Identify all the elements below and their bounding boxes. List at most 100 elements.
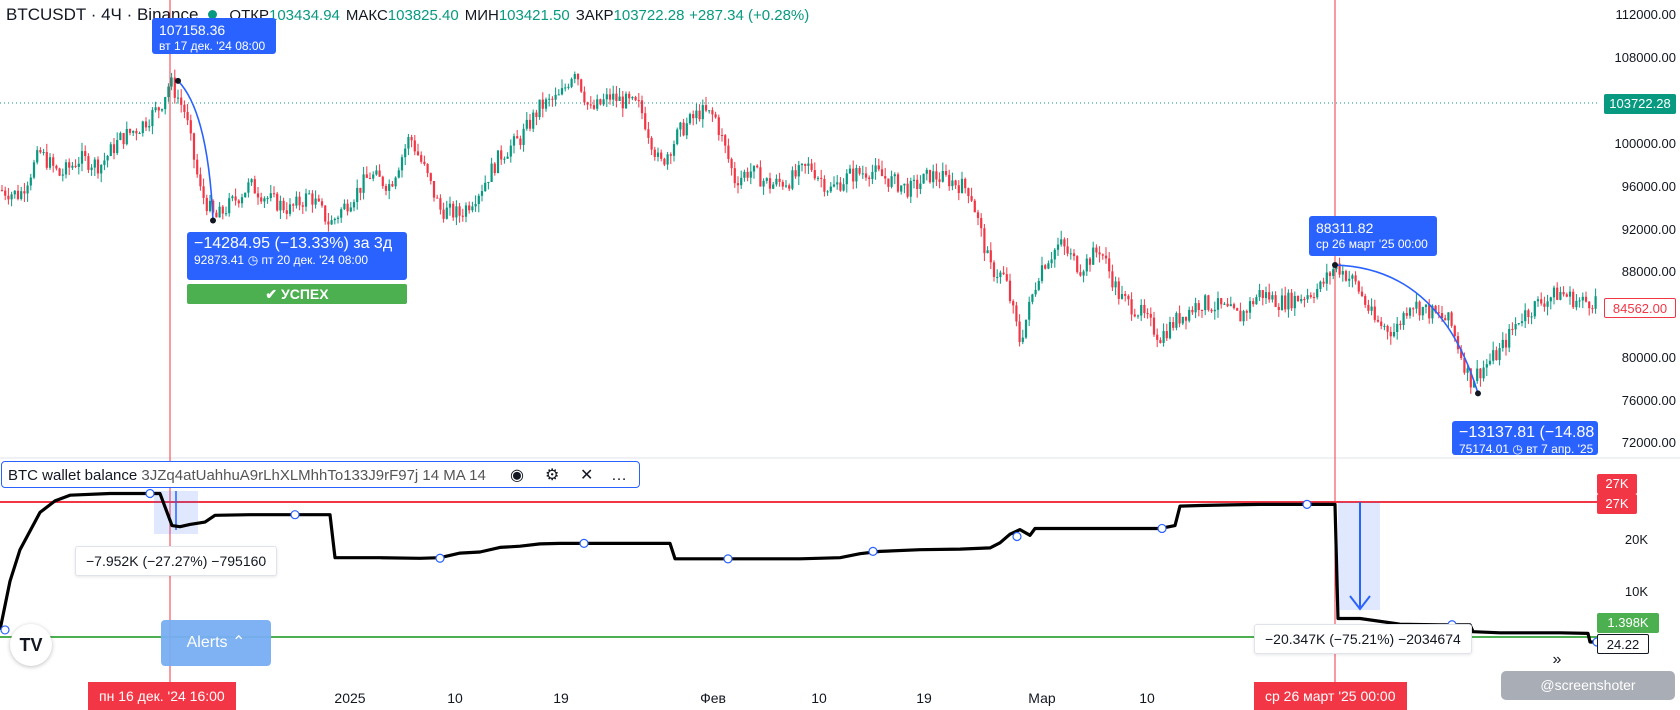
candle-body [640,100,644,114]
candle-body [759,167,762,187]
candle-body [1255,297,1258,305]
gear-icon[interactable]: ⚙ [545,467,560,484]
indicator-legend[interactable]: BTC wallet balance 3JZq4atUahhuA9rLhXLMh… [1,461,640,488]
candle-body [416,151,420,156]
measure2-top-price: 88311.82 [1316,220,1374,236]
candle-body [1376,319,1380,322]
candle-body [576,73,580,80]
candle-body [944,170,948,175]
candle-body [432,180,436,198]
balance-tag-top2: 27K [1597,494,1637,514]
candle-body [448,203,452,208]
candle-body [55,165,58,169]
candle-body [1386,325,1389,332]
candle-body [925,169,928,174]
candle-body [976,212,980,219]
candle-body [516,136,519,139]
price-tick: 112000.00 [1615,7,1677,22]
eye-icon[interactable]: ◉ [510,467,524,484]
candle-body [119,133,122,140]
candle-body [1280,295,1284,310]
candle-body [772,184,775,189]
candle-body [580,79,583,92]
candle-body [736,183,740,186]
candle-body [762,180,765,187]
candle-body [381,176,384,186]
high-label: МАКС [345,7,388,24]
candle-body [247,182,250,193]
symbol-title[interactable]: BTCUSDT · 4Ч · Binance [6,5,199,24]
candle-body [455,206,458,218]
candle-body [727,145,730,160]
candle-body [1584,296,1588,302]
indicator-title[interactable]: BTC wallet balance [8,467,138,484]
candle-body [522,128,525,145]
high-value: 103825.40 [387,7,459,24]
candle-body [893,174,896,177]
balance-marker [1302,499,1312,509]
balance-tag-last: 24.22 [1597,634,1649,654]
candle-body [647,129,650,138]
more-icon[interactable]: … [611,467,627,484]
candle-body [826,191,829,193]
close-icon[interactable]: ✕ [580,467,594,484]
candle-body [80,151,84,164]
candle-body [452,203,455,218]
candle-body [148,126,151,128]
alerts-button[interactable]: Alerts ⌃ [161,620,271,666]
watermark: @screenshoter [1501,671,1675,700]
date-tick: 10 [811,690,827,706]
candle-body [1559,292,1562,300]
balance-tag-top1: 27K [1597,474,1637,494]
candle-body [173,77,176,98]
candle-body [877,165,880,170]
date-tick: 19 [553,690,569,706]
candle-body [13,190,16,195]
candle-body [1050,259,1053,264]
candle-body [1380,321,1383,326]
candle-body [1143,304,1146,314]
candle-body [1008,280,1012,302]
measure1-result: −14284.95 (−13.33%) за 3д [194,235,393,252]
candle-body [1424,304,1428,308]
candle-body [858,167,861,174]
price-tick: 108000.00 [1614,50,1676,65]
candle-body [68,162,71,168]
candle-body [1242,311,1245,322]
balance-marker [0,625,10,635]
scroll-forward-icon[interactable]: » [1540,646,1574,674]
balance-measure2-arrowhead [1349,595,1371,611]
candle-body [1392,332,1396,337]
candle-body [1156,334,1159,340]
candle-body [4,190,7,196]
candle-body [1437,312,1440,314]
candle-body [1069,253,1072,255]
candle-body [1504,339,1508,348]
candle-body [1482,367,1485,379]
candle-body [794,170,797,177]
candle-body [1092,247,1095,265]
candle-body [256,193,260,198]
measure2-top-tag: 88311.82 ср 26 март '25 00:00 [1309,216,1437,256]
candle-body [900,185,903,192]
candle-body [260,197,263,202]
candle-body [1514,324,1517,330]
candle-body [340,209,343,218]
candle-body [1354,275,1357,282]
candle-body [1546,301,1549,307]
candle-body [1005,274,1008,281]
candle-body [231,196,234,199]
candle-body [218,206,221,218]
candle-body [1018,321,1021,343]
candle-body [1258,290,1261,298]
candle-body [103,160,106,165]
tradingview-logo[interactable]: TV [10,624,52,666]
candle-body [631,96,634,99]
candle-body [474,204,477,207]
candle-body [0,189,4,191]
candle-body [1047,263,1050,269]
candle-body [989,250,992,263]
candle-body [1204,295,1207,311]
candle-body [109,144,112,156]
